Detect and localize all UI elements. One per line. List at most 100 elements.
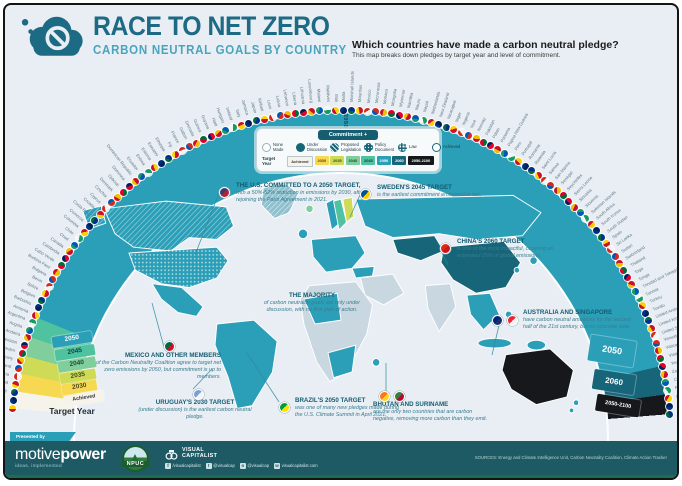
country-flag-dot [427,119,435,126]
country-flag-dot [102,205,110,213]
annotation-body: was one of many new pledges made during … [295,405,399,419]
annotation-flag-marker [164,341,175,352]
region-indonesia [477,337,512,349]
country-flag-dot [41,289,49,297]
country-flag-dot [332,106,340,114]
country-flag-dot [647,324,655,332]
region-southern-africa [327,344,357,379]
country-flag-dot [151,164,159,171]
country-flag-dot [9,404,17,412]
target-year-chip: 2040 [345,156,360,166]
social-link-instagram: o @visualcap [239,462,270,469]
annotation-majority: THE MAJORITY of carbon neutrality goals a… [256,292,368,314]
motive-tagline: ideas, implemented [15,463,62,469]
country-flag-dot [388,110,396,118]
country-label: Luxembourg [307,78,314,104]
country-flag-dot [23,334,31,342]
target-year-legend-label: Target Year [262,155,276,166]
annotation-title: URUGUAY'S 2030 TARGET [155,399,235,406]
annotation-title: THE MAJORITY [288,292,336,299]
country-flag-dot [316,107,324,115]
country-flag-dot [553,187,561,195]
country-flag-dot [638,302,646,310]
presented-by-tab: Presented by [10,432,76,441]
country-flag-dot [620,266,628,274]
country-flag-dot [66,248,74,256]
country-flag-dot [659,363,667,371]
region-australia [501,348,574,406]
country-flag-dot [494,146,502,154]
country-flag-dot [107,199,115,207]
npuc-logo: NPUC [121,444,149,472]
country-flag-dot [119,188,127,196]
region-south-korea [513,266,521,274]
annotation-flag-marker [379,391,390,402]
annotation-flag-marker [394,391,405,402]
country-flag-dot [85,222,93,230]
country-flag-dot [245,119,253,127]
country-flag-dot [663,386,671,394]
country-flag-dot [597,233,605,241]
country-flag-dot [521,162,529,170]
country-flag-dot [12,381,20,388]
annotation-body: of carbon neutrality goals are only unde… [263,300,361,314]
country-label: Singapore [678,407,679,415]
annotation-title: BHUTAN AND SURINAME [373,401,449,408]
country-flag-dot [657,355,665,363]
social-handle: /visualcapitalist [172,463,201,468]
country-flag-dot [144,168,152,176]
none-commitment-icon [262,143,271,153]
country-flag-dot [230,124,238,132]
country-flag-dot [465,132,473,140]
annotation-title: BRAZIL'S 2050 TARGET [295,397,366,404]
region-west-africa [303,292,342,325]
country-flag-dot [131,178,139,186]
country-flag-dot [53,268,61,276]
country-flag-dot [508,154,516,162]
intro-question-sub: This map breaks down pledges by target y… [352,52,561,59]
country-flag-dot [565,197,573,205]
country-flag-dot [80,229,88,237]
country-flag-dot [13,373,21,381]
annotation-flag-marker [279,402,290,413]
country-flag-dot [17,357,25,365]
annotation-bhutan-suriname: BHUTAN AND SURINAME are the only two coun… [373,401,495,423]
country-flag-dot [541,176,549,184]
country-flag-dot [348,106,356,114]
country-label: Mexico [366,88,372,103]
country-flag-dot [528,167,536,175]
country-flag-dot [15,365,23,373]
country-flag-dot [38,296,46,304]
doc-commitment-icon [364,143,373,153]
commitment-level-item: Law [398,143,428,153]
annotation-title: CHINA'S 2060 TARGET [457,238,525,245]
arc-2050-label: 2050 [342,113,349,129]
region-japan [529,256,538,265]
annotation-flag-marker [219,187,230,198]
facebook-icon: f [164,462,171,469]
annotation-brazil: BRAZIL'S 2050 TARGET was one of many new … [295,397,405,419]
country-flag-dot [576,209,584,217]
grid-commitment-icon [398,143,407,153]
region-united-states [128,246,229,288]
country-flag-dot [628,280,636,288]
region-madagascar [371,358,381,367]
region-greenland [260,183,299,219]
commitment-level-item: Proposed Legislation [330,142,361,153]
country-flag-dot [660,370,668,378]
country-flag-dot [207,133,215,141]
region-new-zealand-south [568,407,575,414]
no-emissions-cloud-icon [17,13,87,70]
country-flag-dot [91,216,99,224]
country-flag-dot [171,151,179,159]
footer-bar: motivepower ideas, implemented NPUC VISU… [5,441,677,478]
social-handle: @visualcap [247,463,270,468]
country-label: Micronesia [374,82,381,104]
region-china [440,240,522,294]
twitter-icon: t [205,462,212,469]
annotation-flag-marker [507,315,518,326]
page-subtitle: CARBON NEUTRAL GOALS BY COUNTRY [93,43,347,57]
country-flag-dot [21,341,29,349]
country-label: Maldives [324,84,330,102]
commitment-level-item: Under Discussion [296,142,327,153]
